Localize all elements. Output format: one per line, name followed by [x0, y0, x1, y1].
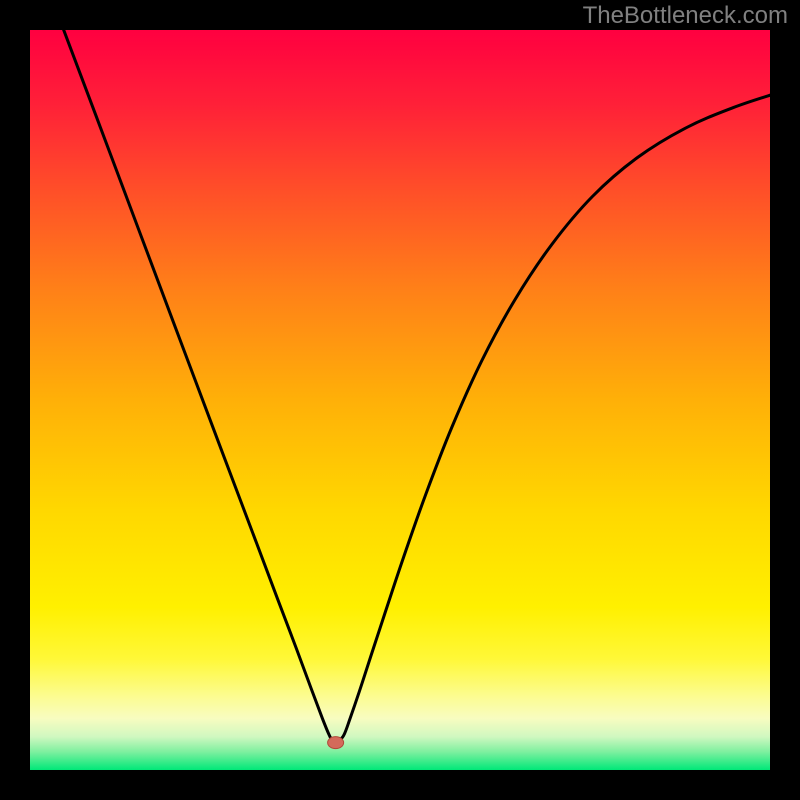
plot-area — [30, 30, 770, 770]
watermark-text: TheBottleneck.com — [583, 2, 788, 30]
optimum-marker — [328, 737, 344, 749]
gradient-background — [30, 30, 770, 770]
chart-stage: TheBottleneck.com — [0, 0, 800, 800]
